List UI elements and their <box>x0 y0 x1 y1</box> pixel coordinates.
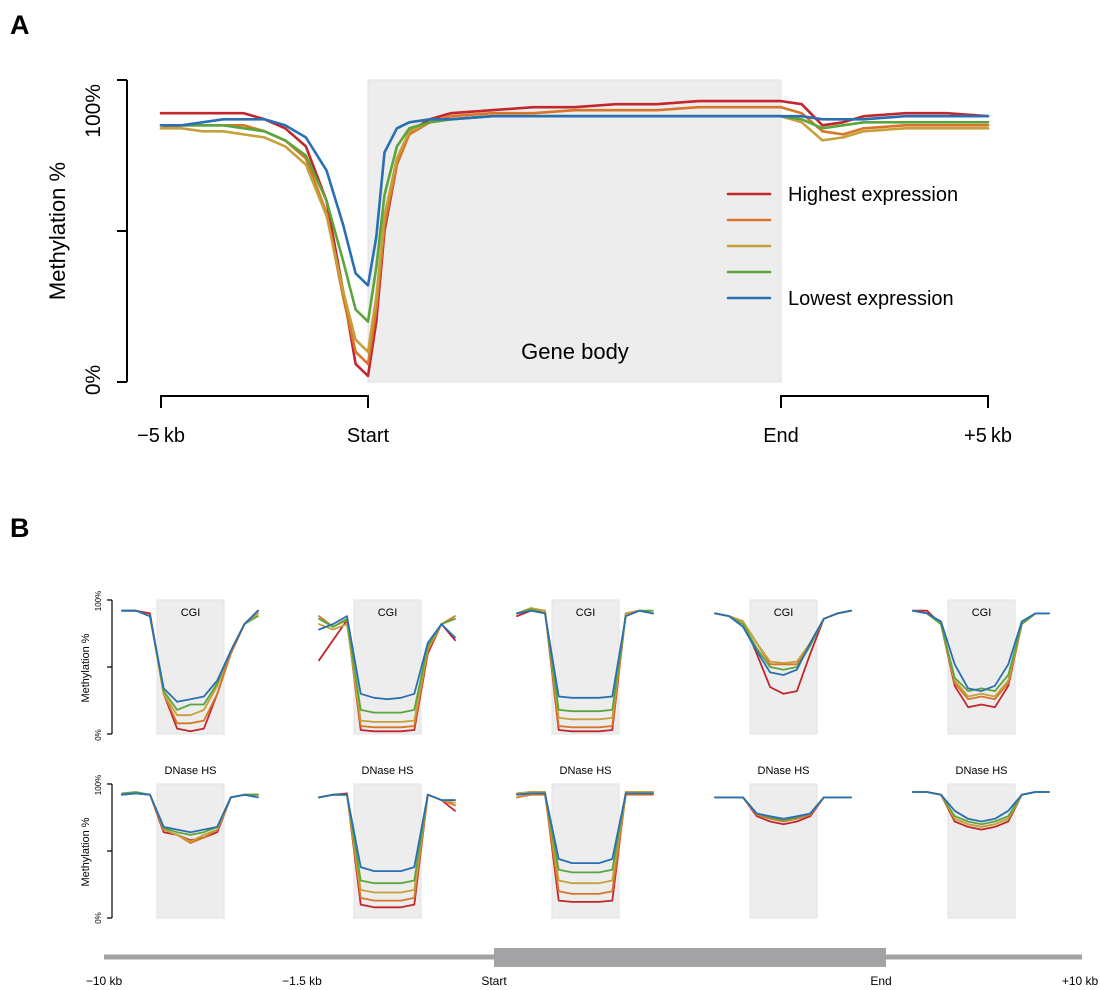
region-label: CGI <box>181 607 201 619</box>
region-label: DNase HS <box>165 765 217 777</box>
subplot-r2-c5: DNase HS <box>912 765 1050 919</box>
region-shade <box>551 599 620 735</box>
subplot-series-5-line <box>714 609 852 676</box>
region-label: DNase HS <box>758 765 810 777</box>
subplot-series-4-line <box>912 609 1050 692</box>
row2-y-axis-label: Methylation % <box>80 817 92 886</box>
y-axis-label: Methylation % <box>45 162 70 300</box>
panel-b-subplot-grid: CGI CGI CGI CGI CGI DNase HS DNase HS DNase HS D… <box>107 599 1050 919</box>
y-tick-label-100: 100% <box>82 84 105 138</box>
region-shade <box>156 783 225 919</box>
region-label: DNase HS <box>956 765 1008 777</box>
gene-body-track <box>494 948 886 967</box>
region-shade <box>749 783 818 919</box>
gene-body-label: Gene body <box>521 339 629 364</box>
region-shade <box>947 783 1016 919</box>
region-label: CGI <box>378 607 398 619</box>
subplot-r2-c2: DNase HS <box>318 765 456 919</box>
region-label: CGI <box>972 607 992 619</box>
region-shade <box>749 599 818 735</box>
row2-y-tick-label-0: 0% <box>94 912 103 924</box>
row1-y-tick-label-100: 100% <box>94 591 103 611</box>
track-label-minus10kb: −10 kb <box>86 974 123 988</box>
panel-a-series-4-line <box>159 114 990 323</box>
x-axis-upstream-bracket <box>160 395 369 408</box>
subplot-series-5-line <box>121 609 259 703</box>
row2-y-axis <box>107 783 113 919</box>
track-label-start: Start <box>481 974 507 988</box>
legend-label-highest: Highest expression <box>788 184 958 206</box>
subplot-series-3-line <box>318 617 456 723</box>
region-shade <box>947 599 1016 735</box>
row1-y-axis <box>107 599 113 735</box>
legend-label-lowest: Lowest expression <box>788 288 954 310</box>
subplot-series-4-line <box>318 617 456 714</box>
panel-b-chart: CGI CGI CGI CGI CGI DNase HS DNase HS DNase HS D… <box>80 591 1099 988</box>
region-label: CGI <box>576 607 596 619</box>
subplot-series-5-line <box>912 791 1050 823</box>
subplot-r1-c3: CGI <box>516 599 654 735</box>
x-tick-label-plus5kb: +5 kb <box>964 425 1012 447</box>
region-shade <box>156 599 225 735</box>
gene-body-region <box>367 79 782 383</box>
region-shade <box>551 783 620 919</box>
subplot-r1-c2: CGI <box>318 599 456 735</box>
panel-b-letter: B <box>10 513 30 543</box>
y-tick-label-0: 0% <box>82 365 105 395</box>
subplot-series-5-line <box>318 615 456 701</box>
panel-a-series-5-line <box>159 114 990 287</box>
region-shade <box>353 599 422 735</box>
x-tick-label-minus5kb: −5 kb <box>137 425 185 447</box>
panel-a-letter: A <box>10 10 30 40</box>
subplot-r1-c1: CGI <box>121 599 259 735</box>
subplot-r2-c4: DNase HS <box>714 765 852 919</box>
track-label-end: End <box>870 974 891 988</box>
panel-a-series-group <box>159 99 990 378</box>
x-axis-downstream-bracket <box>780 395 989 408</box>
subplot-series-5-line <box>912 609 1050 692</box>
region-label: DNase HS <box>362 765 414 777</box>
panel-a-legend: Highest expression Lowest expression <box>726 184 958 310</box>
subplot-series-3-line <box>516 607 654 721</box>
row2-y-tick-label-100: 100% <box>94 775 103 795</box>
subplot-r2-c3: DNase HS <box>516 765 654 919</box>
subplot-series-5-line <box>318 793 456 872</box>
subplot-series-2-line <box>516 793 654 895</box>
subplot-r2-c1: DNase HS <box>121 765 259 919</box>
subplot-series-3-line <box>516 791 654 885</box>
region-label: CGI <box>774 607 794 619</box>
subplot-r1-c5: CGI <box>912 599 1050 735</box>
subplot-r1-c4: CGI <box>714 599 852 735</box>
region-label: DNase HS <box>560 765 612 777</box>
x-tick-label-start: Start <box>347 425 390 447</box>
subplot-series-5-line <box>121 792 259 834</box>
x-tick-label-end: End <box>763 425 799 447</box>
track-label-minus1-5kb: −1.5 kb <box>282 974 322 988</box>
subplot-series-5-line <box>516 609 654 699</box>
panel-a-chart: Gene body 100% 0% Methylation % −5 kb St… <box>45 79 1012 447</box>
subplot-series-5-line <box>714 796 852 820</box>
row1-y-axis-label: Methylation % <box>80 633 92 702</box>
row1-y-tick-label-0: 0% <box>94 729 103 741</box>
track-label-plus10kb: +10 kb <box>1062 974 1099 988</box>
subplot-series-5-line <box>516 792 654 864</box>
